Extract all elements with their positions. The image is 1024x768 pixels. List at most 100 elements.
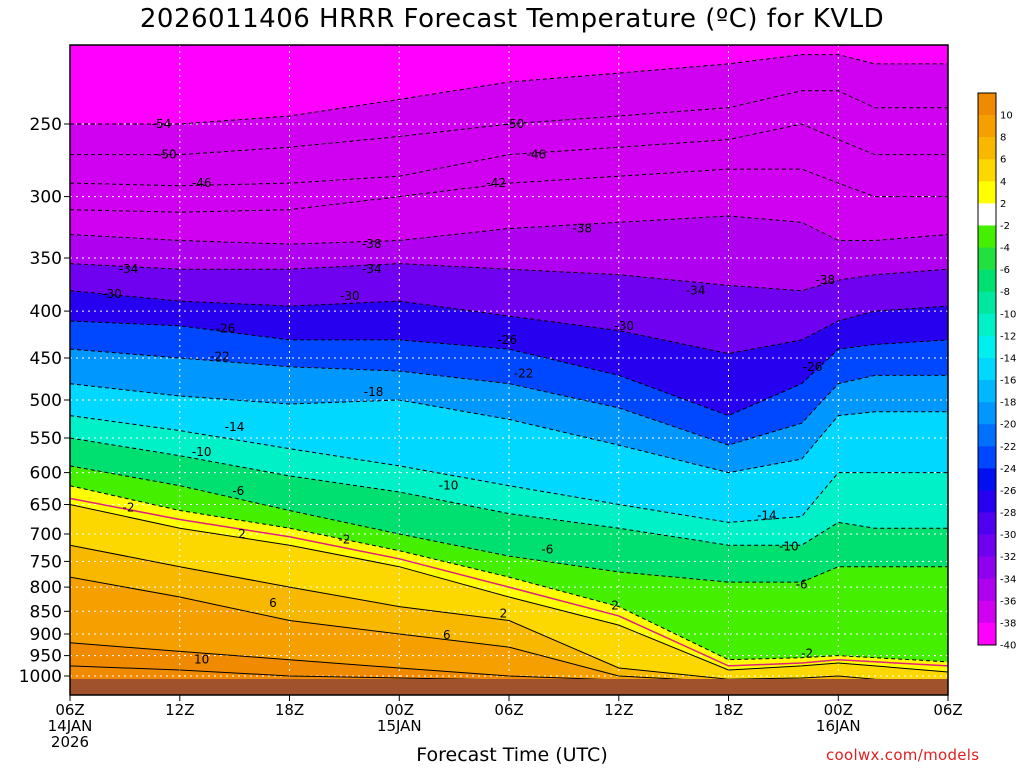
colorbar-swatch [978,313,996,337]
contour-label: -6 [232,484,244,498]
isotherm--10 [70,437,948,546]
x-tick-label: 18Z [714,701,743,719]
y-tick-label: 750 [30,552,62,572]
x-tick-label: 12Z [604,701,633,719]
x-tick-label: 06Z [55,701,84,719]
isotherm--22 [70,348,948,446]
y-tick-label: 450 [30,349,62,369]
colorbar-swatch [978,269,996,293]
y-tick-label: 350 [30,249,62,269]
contour-label: -42 [486,176,506,190]
contour-label: -10 [439,479,459,493]
contour-label: 10 [194,653,209,667]
colorbar-swatch [978,181,996,204]
contour-label: -6 [541,543,553,557]
contour-label: -18 [364,385,384,399]
colorbar-label: 6 [1000,155,1006,166]
colorbar-swatch [978,93,996,116]
contour-label: -54 [152,117,172,131]
contour-label: -2 [338,533,350,547]
colorbar-label: -22 [1000,442,1016,453]
contour-label: -10 [192,445,212,459]
colorbar-label: -4 [1000,243,1010,254]
y-axis: 250 300 350 400 450 500 550 600 650 700 750 800 850 9… [19,115,70,687]
isotherm--46 [70,123,948,187]
colorbar-label: -12 [1000,331,1016,342]
x-tick-label: 00Z [824,701,853,719]
colorbar-label: 2 [1000,199,1006,210]
colorbar-swatch [978,115,996,138]
colorbar-label: 10 [1000,111,1013,122]
colorbar-swatch [978,424,996,447]
colorbar-label: -20 [1000,420,1016,431]
contour-label: -38 [572,222,592,236]
colorbar-swatch [978,468,996,491]
x-tick-label: 06Z [494,701,523,719]
y-tick-label: 500 [30,391,62,411]
y-tick-label: 400 [30,302,62,322]
contour-label: -34 [362,262,382,276]
x-tick-label: 15JAN [377,717,422,735]
freezing-line-layer [70,497,948,667]
colorbar-swatch [978,225,996,248]
x-tick-label: 06Z [933,701,962,719]
y-tick-label: 700 [30,525,62,545]
contour-label: -50 [157,148,177,162]
contour-label: -10 [779,539,799,553]
colorbar-swatch [978,247,996,270]
y-tick-label: 300 [30,188,62,208]
isotherm--18 [70,383,948,474]
colorbar-swatch [978,600,996,624]
contour-label: 6 [443,628,451,642]
isotherm-2 [70,504,948,673]
y-tick-label: 900 [30,625,62,645]
colorbar-swatch [978,137,996,160]
colorbar-label: -10 [1000,309,1016,320]
colorbar-label: -6 [1000,265,1010,276]
contour-label: -34 [119,262,139,276]
y-tick-label: 600 [30,464,62,484]
y-tick-label: 850 [30,602,62,622]
contour-label: -30 [614,319,634,333]
colorbar-swatch [978,490,996,513]
contour-label: 6 [269,596,277,610]
colorbar-frame [977,92,997,646]
colorbar-label: -34 [1000,574,1016,585]
freezing-isotherm [70,497,948,667]
colorbar-swatch [978,203,996,226]
contour-label: -30 [102,287,122,301]
isotherm--54 [70,54,948,125]
colorbar-label: -36 [1000,596,1016,607]
colorbar-label: -14 [1000,353,1016,364]
isotherm-4 [70,544,948,683]
colorbar-label: 8 [1000,133,1006,144]
colorbar-swatch [978,402,996,425]
colorbar-label: -32 [1000,552,1016,563]
y-tick-label: 1000 [19,667,62,687]
y-tick-label: 950 [30,647,62,667]
contour-label: -38 [816,273,836,287]
x-axis-label: Forecast Time (UTC) [416,744,608,766]
isotherm--38 [70,215,948,245]
contour-label: -22 [514,367,534,381]
isotherm--30 [70,290,948,355]
colorbar-swatch [978,622,996,646]
x-tick-label: 16JAN [816,717,861,735]
colorbar-label: -8 [1000,287,1010,298]
x-tick-label: 14JAN [48,717,93,735]
contour-label: -26 [216,322,236,336]
ground-surface [70,679,948,695]
contour-label: -34 [686,284,706,298]
colorbar-label: 4 [1000,177,1006,188]
contour-label: -46 [192,176,212,190]
colorbar-label: -2 [1000,221,1010,232]
colorbar-swatch [978,357,996,381]
x-tick-label: 2026 [51,733,89,751]
contour-label: -26 [497,333,517,347]
contour-label: -50 [505,117,525,131]
colorbar-swatch [978,335,996,359]
credit-link[interactable]: coolwx.com/models [826,746,980,764]
colorbar-swatch [978,556,996,580]
